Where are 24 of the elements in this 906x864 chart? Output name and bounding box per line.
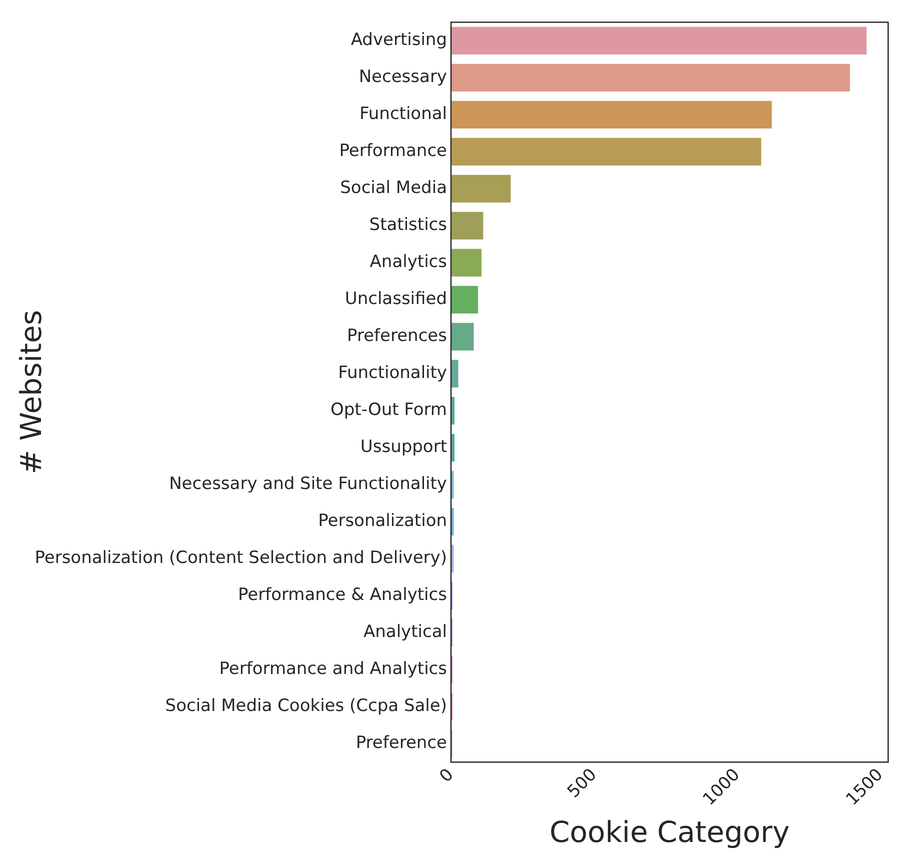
y-tick-label: Ussupport xyxy=(360,437,448,458)
y-tick-label: Personalization (Content Selection and Delivery) xyxy=(34,548,447,568)
y-tick-label: Performance and Analytics xyxy=(219,659,448,680)
y-tick-label: Opt-Out Form xyxy=(330,400,447,420)
y-tick-label: Necessary and Site Functionality xyxy=(169,474,447,494)
x-tick-label: 500 xyxy=(564,764,601,802)
x-axis-title: Cookie Category xyxy=(550,815,790,850)
y-tick-label: Necessary xyxy=(358,67,447,88)
y-tick-label: Personalization xyxy=(318,511,447,532)
y-tick-label: Functionality xyxy=(338,363,447,384)
y-tick-label: Performance & Analytics xyxy=(238,585,448,606)
x-tick-label: 0 xyxy=(436,764,458,787)
y-tick-label: Preferences xyxy=(347,326,448,346)
y-tick-label: Statistics xyxy=(369,215,448,236)
y-tick-label: Functional xyxy=(360,104,447,124)
y-tick-label: Performance xyxy=(339,141,447,162)
y-tick-label: Preference xyxy=(356,733,447,754)
y-tick-label: Unclassified xyxy=(344,289,447,310)
y-tick-label: Social Media Cookies (Ccpa Sale) xyxy=(165,696,447,716)
y-tick-label: Social Media xyxy=(340,178,447,198)
y-tick-label: Analytics xyxy=(370,252,448,272)
y-axis-title: # Websites xyxy=(14,310,48,474)
y-tick-label: Analytical xyxy=(364,622,447,642)
y-tick-label: Advertising xyxy=(350,30,447,50)
